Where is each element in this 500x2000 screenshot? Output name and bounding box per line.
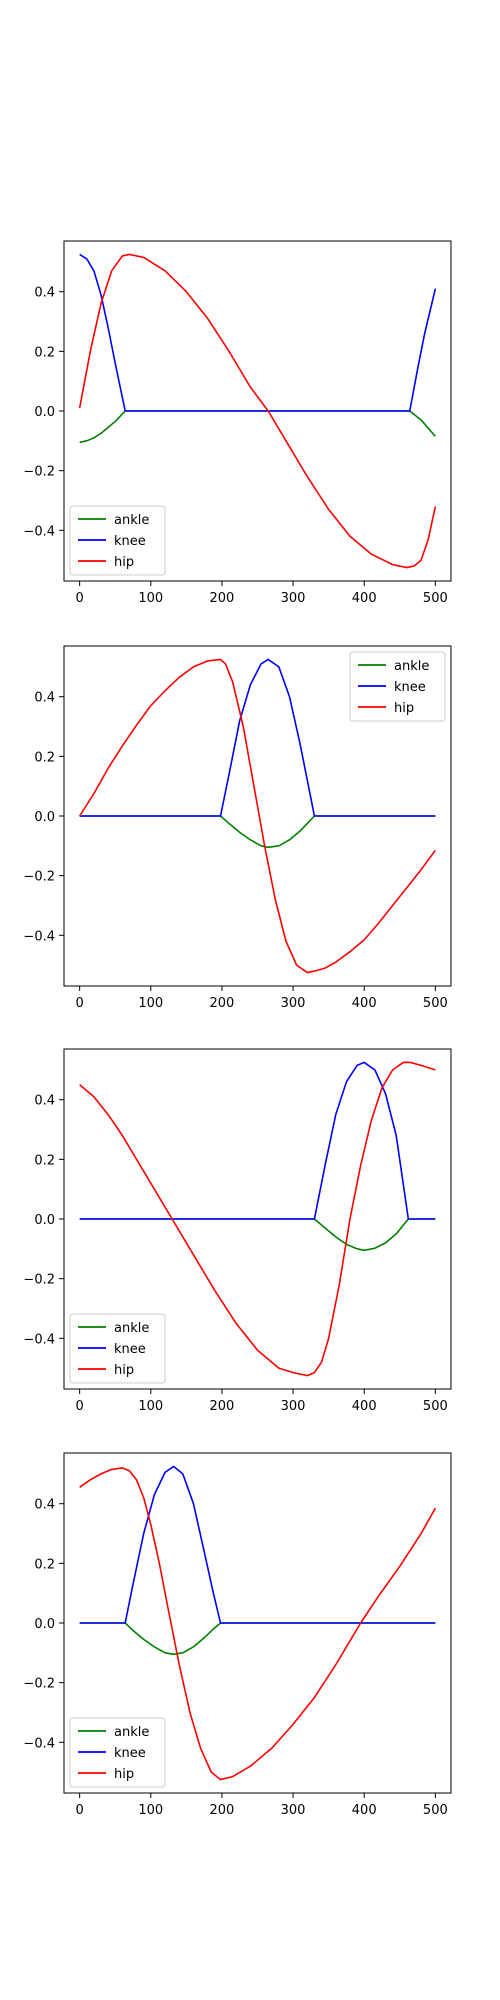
chart-panel-1: 0 100 200 300 400 500 −0.4 −0.2 0.0 0.2 0.4 ankle kn… <box>23 240 452 606</box>
legend: ankle knee hip <box>69 1717 166 1788</box>
y-tick-label: 0.0 <box>34 405 55 420</box>
legend-box <box>69 1313 166 1384</box>
legend-label-hip: hip <box>394 701 414 716</box>
y-tick-label: −0.4 <box>23 1736 55 1751</box>
series-line-knee <box>79 1061 436 1220</box>
y-tick-label: −0.2 <box>23 465 55 480</box>
series-line-hip <box>79 1467 437 1781</box>
series-line-ankle <box>79 1622 436 1656</box>
y-tick-label: 0.2 <box>34 345 55 360</box>
series-line-ankle <box>79 1218 436 1252</box>
series-line-hip <box>79 1061 436 1377</box>
legend: ankle knee hip <box>69 505 166 576</box>
x-tick-label: 100 <box>138 996 163 1011</box>
x-tick-label: 500 <box>423 1399 448 1414</box>
y-tick-label: 0.0 <box>34 810 55 825</box>
x-tick-label: 0 <box>76 591 84 606</box>
x-tick-label: 200 <box>210 1399 235 1414</box>
y-tick-label: 0.0 <box>34 1213 55 1228</box>
legend-label-knee: knee <box>114 1746 146 1761</box>
y-tick-label: −0.4 <box>23 929 55 944</box>
y-tick-label: 0.2 <box>34 1557 55 1572</box>
series-line-ankle <box>79 815 436 849</box>
series-line-hip <box>78 253 437 569</box>
x-tick-label: 500 <box>423 1803 448 1818</box>
series-group <box>79 1465 437 1781</box>
x-tick-label: 400 <box>352 1399 377 1414</box>
series-group <box>78 658 436 974</box>
y-tick-label: −0.4 <box>23 1332 55 1347</box>
x-tick-label: 300 <box>281 996 306 1011</box>
x-tick-label: 500 <box>423 996 448 1011</box>
legend-box <box>349 651 446 722</box>
x-tick-label: 0 <box>76 996 84 1011</box>
y-tick-label: −0.2 <box>23 1677 55 1692</box>
x-tick-label: 300 <box>281 1399 306 1414</box>
x-tick-label: 400 <box>352 996 377 1011</box>
legend-label-knee: knee <box>394 680 426 695</box>
y-tick-label: −0.2 <box>23 1273 55 1288</box>
x-tick-label: 100 <box>138 591 163 606</box>
y-tick-label: 0.4 <box>34 691 55 706</box>
legend-label-ankle: ankle <box>394 659 429 674</box>
legend-label-hip: hip <box>114 1767 134 1782</box>
series-group <box>78 253 437 569</box>
x-tick-label: 400 <box>352 591 377 606</box>
series-line-knee <box>79 253 437 412</box>
y-tick-label: 0.0 <box>34 1617 55 1632</box>
y-tick-label: 0.2 <box>34 1153 55 1168</box>
x-tick-label: 100 <box>138 1803 163 1818</box>
x-tick-label: 200 <box>210 1803 235 1818</box>
x-tick-label: 0 <box>76 1803 84 1818</box>
x-tick-label: 300 <box>281 1803 306 1818</box>
y-tick-label: 0.2 <box>34 750 55 765</box>
legend: ankle knee hip <box>69 1313 166 1384</box>
x-tick-label: 400 <box>352 1803 377 1818</box>
legend-label-ankle: ankle <box>114 513 149 528</box>
series-line-knee <box>79 658 436 817</box>
legend: ankle knee hip <box>349 651 446 722</box>
legend-label-ankle: ankle <box>114 1725 149 1740</box>
x-tick-label: 100 <box>138 1399 163 1414</box>
legend-box <box>69 505 166 576</box>
legend-label-hip: hip <box>114 1363 134 1378</box>
x-tick-label: 300 <box>281 591 306 606</box>
y-tick-label: −0.2 <box>23 870 55 885</box>
y-tick-label: 0.4 <box>34 1498 55 1513</box>
y-tick-label: −0.4 <box>23 524 55 539</box>
chart-panel-2: 0 100 200 300 400 500 −0.4 −0.2 0.0 0.2 0.4 ankle kn… <box>23 645 452 1011</box>
legend-label-knee: knee <box>114 1342 146 1357</box>
plot-frame <box>63 1048 452 1390</box>
x-tick-label: 500 <box>423 591 448 606</box>
x-tick-label: 200 <box>210 996 235 1011</box>
chart-panel-4: 0 100 200 300 400 500 −0.4 −0.2 0.0 0.2 0.4 ankle kn… <box>23 1452 452 1818</box>
series-line-ankle <box>79 410 436 444</box>
x-tick-label: 0 <box>76 1399 84 1414</box>
legend-label-knee: knee <box>114 534 146 549</box>
chart-panel-3: 0 100 200 300 400 500 −0.4 −0.2 0.0 0.2 0.4 ankle kn… <box>23 1048 452 1414</box>
legend-label-hip: hip <box>114 555 134 570</box>
y-tick-label: 0.4 <box>34 1094 55 1109</box>
plot-frame <box>63 1452 452 1794</box>
y-tick-label: 0.4 <box>34 286 55 301</box>
series-line-hip <box>78 658 436 974</box>
legend-label-ankle: ankle <box>114 1321 149 1336</box>
legend-box <box>69 1717 166 1788</box>
x-tick-label: 200 <box>210 591 235 606</box>
series-line-knee <box>79 1465 436 1624</box>
plot-frame <box>63 240 452 582</box>
series-group <box>79 1061 436 1377</box>
plot-frame <box>63 645 452 987</box>
